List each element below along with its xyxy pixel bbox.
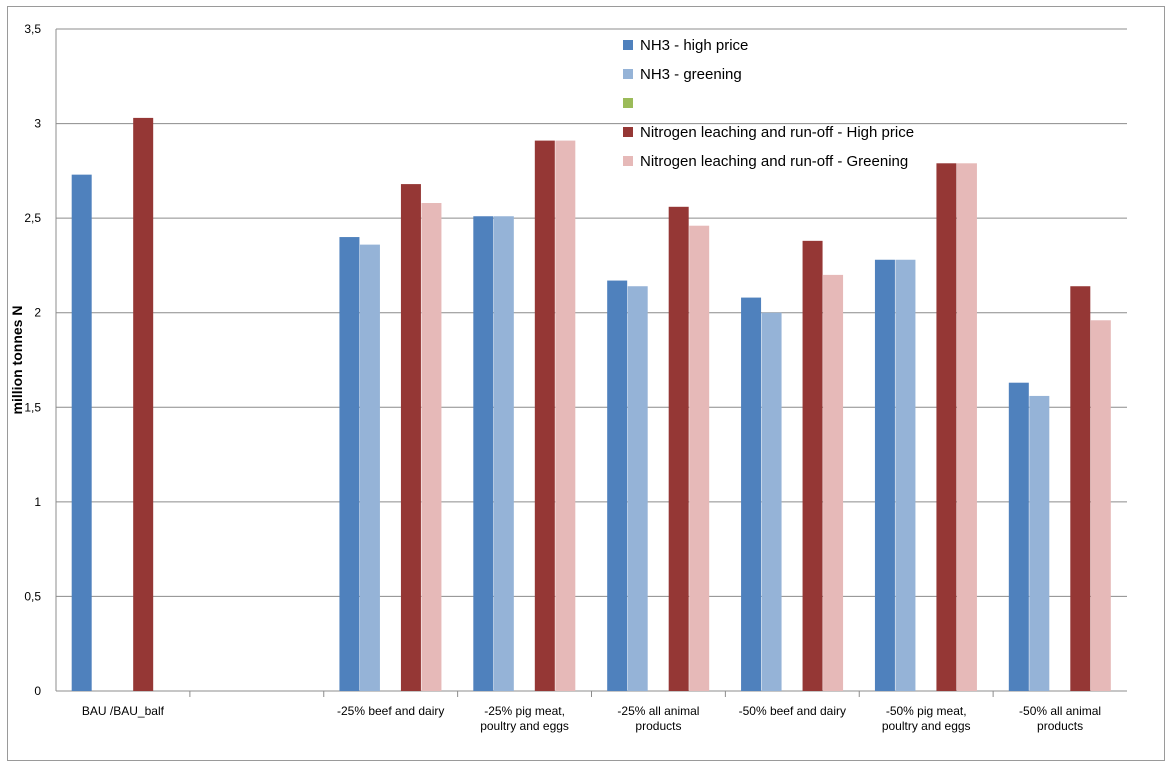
bar: [1070, 286, 1091, 691]
bar: [627, 286, 648, 691]
y-tick-label: 3: [34, 117, 41, 131]
x-tick-label: BAU /BAU_balf: [82, 704, 165, 718]
legend-swatch: [623, 98, 633, 108]
legend-swatch: [623, 156, 633, 166]
bar: [956, 163, 977, 691]
x-tick-label: -25% all animal: [617, 704, 699, 718]
bar: [741, 297, 762, 691]
y-tick-label: 1,5: [24, 400, 41, 414]
legend-label: NH3 - greening: [640, 66, 742, 83]
x-tick-label: -50% beef and dairy: [739, 704, 846, 718]
bar: [823, 274, 844, 691]
bar: [133, 117, 154, 691]
y-tick-label: 0: [34, 684, 41, 698]
bar: [689, 225, 710, 692]
bar: [607, 280, 628, 691]
bar: [668, 206, 689, 691]
y-tick-label: 1: [34, 495, 41, 509]
bar: [1029, 395, 1050, 691]
bar: [874, 259, 895, 691]
x-tick-label: -25% beef and dairy: [337, 704, 444, 718]
x-tick-label: products: [1037, 719, 1083, 733]
y-axis-label: million tonnes N: [9, 306, 25, 415]
y-tick-label: 0,5: [24, 589, 41, 603]
bar: [473, 216, 494, 691]
y-tick-label: 2: [34, 306, 41, 320]
bar: [493, 216, 514, 691]
bar: [555, 140, 576, 691]
x-tick-label: products: [635, 719, 681, 733]
x-tick-label: -50% all animal: [1019, 704, 1101, 718]
bar: [534, 140, 555, 691]
bar: [802, 240, 823, 691]
y-tick-label: 3,5: [24, 22, 41, 36]
bar: [400, 184, 421, 691]
legend-swatch: [623, 69, 633, 79]
x-tick-label: -25% pig meat,: [484, 704, 565, 718]
legend-label: NH3 - high price: [640, 37, 748, 54]
legend-label: Nitrogen leaching and run-off - High pri…: [640, 124, 914, 141]
y-tick-label: 2,5: [24, 211, 41, 225]
x-tick-label: poultry and eggs: [480, 719, 569, 733]
bar: [421, 203, 442, 692]
bar: [1008, 382, 1029, 691]
legend-swatch: [623, 127, 633, 137]
legend-swatch: [623, 40, 633, 50]
bar: [936, 163, 957, 691]
bar: [359, 244, 380, 691]
x-tick-label: poultry and eggs: [882, 719, 971, 733]
bar: [895, 259, 916, 691]
x-tick-label: -50% pig meat,: [886, 704, 967, 718]
legend-label: Nitrogen leaching and run-off - Greening: [640, 153, 908, 170]
bar: [71, 174, 92, 691]
bar: [339, 237, 360, 692]
bar: [761, 312, 782, 691]
bar: [1090, 320, 1111, 691]
